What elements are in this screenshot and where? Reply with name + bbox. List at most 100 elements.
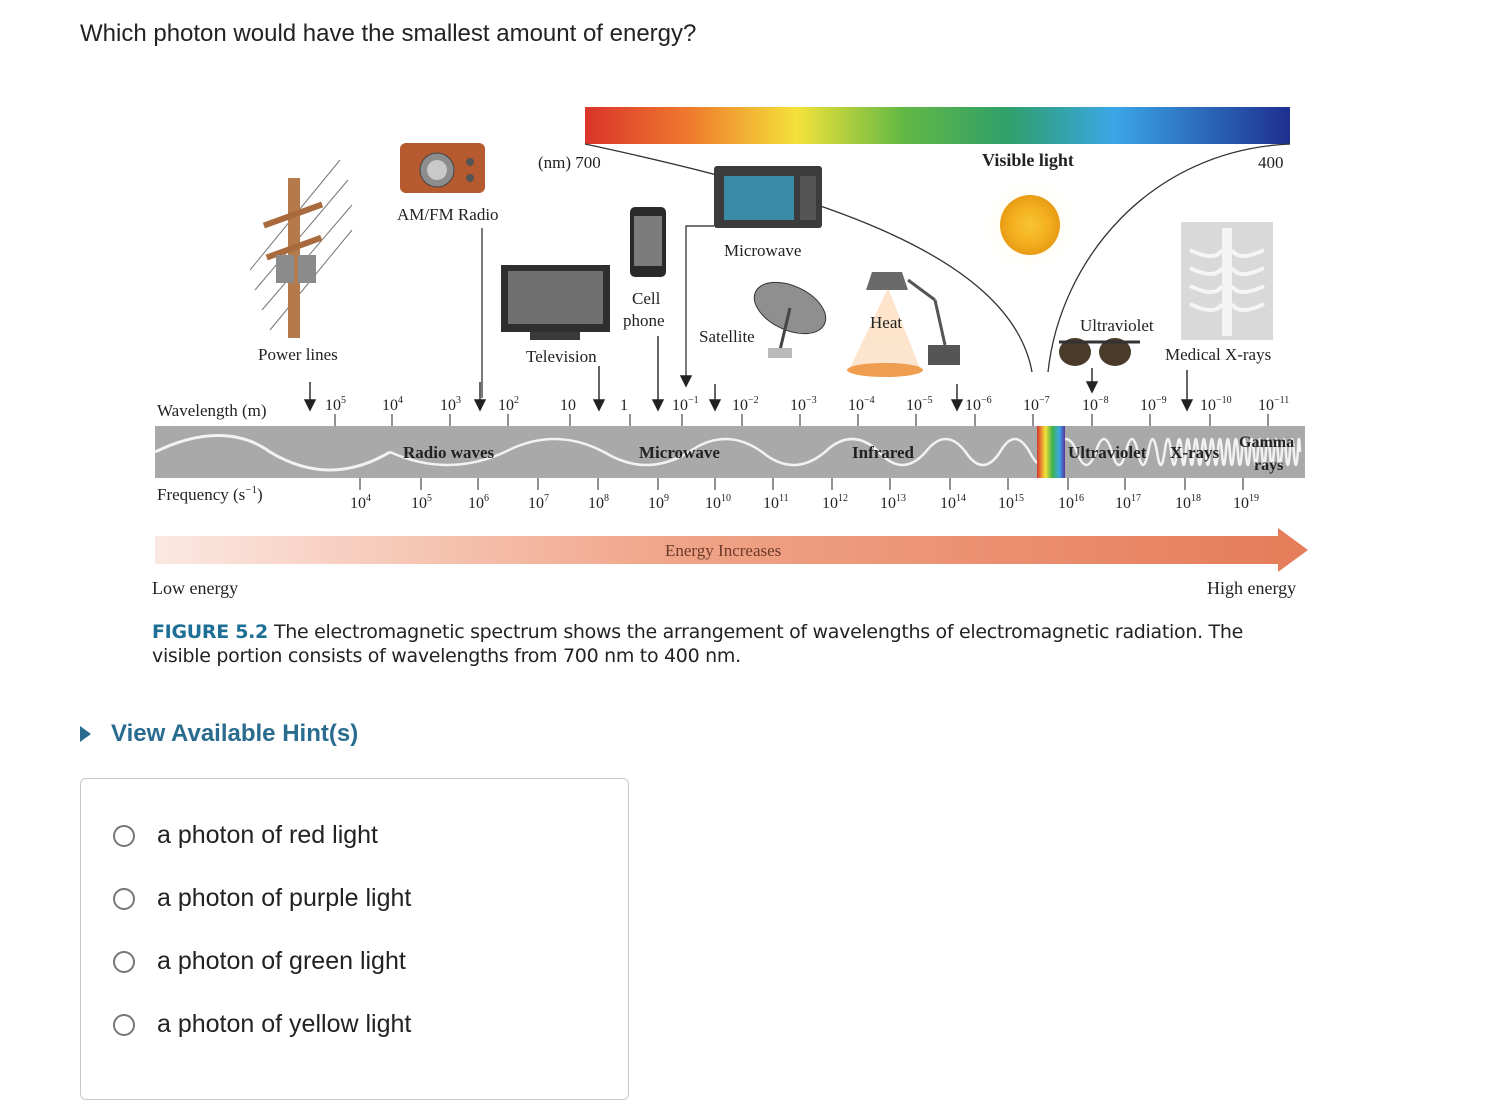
wavelength-tick-exponent: 4 bbox=[398, 395, 403, 406]
sun-icon bbox=[980, 175, 1080, 275]
answer-option-2[interactable]: a photon of purple light bbox=[113, 884, 411, 913]
frequency-tick-base: 10 bbox=[1058, 495, 1074, 512]
frequency-tick-label: 1016 bbox=[1058, 493, 1084, 512]
wavelength-tick-exponent: −10 bbox=[1216, 395, 1232, 406]
radio-button-2[interactable] bbox=[113, 887, 135, 910]
frequency-tick-exponent: 10 bbox=[721, 493, 731, 504]
frequency-tick-label: 107 bbox=[528, 493, 549, 512]
wavelength-tick-exponent: −4 bbox=[864, 395, 875, 406]
visible-light-label: Visible light bbox=[982, 150, 1074, 170]
wavelength-tick-label: 10−6 bbox=[965, 395, 992, 414]
frequency-tick-exponent: 5 bbox=[427, 493, 432, 504]
television-label: Television bbox=[526, 347, 597, 366]
wavelength-tick-exponent: 5 bbox=[341, 395, 346, 406]
wavelength-tick-label: 10 bbox=[560, 397, 576, 414]
frequency-tick-exponent: 14 bbox=[956, 493, 966, 504]
energy-increases-arrow bbox=[155, 528, 1308, 572]
figure-caption-label: FIGURE 5.2 bbox=[152, 621, 268, 643]
radio-button-1[interactable] bbox=[113, 824, 135, 847]
frequency-tick-exponent: 6 bbox=[484, 493, 489, 504]
wavelength-tick-base: 10 bbox=[1140, 397, 1156, 414]
figure-caption-text: The electromagnetic spectrum shows the a… bbox=[152, 621, 1243, 667]
frequency-axis-label-text: Frequency (s bbox=[157, 485, 245, 504]
wavelength-tick-base: 10 bbox=[498, 397, 514, 414]
cell-phone-icon bbox=[630, 207, 666, 277]
wavelength-tick-label: 10−1 bbox=[672, 395, 699, 414]
frequency-tick-exponent: 13 bbox=[896, 493, 906, 504]
wavelength-tick-label: 10−9 bbox=[1140, 395, 1167, 414]
wavelength-tick-label: 10−7 bbox=[1023, 395, 1050, 414]
answer-choices-box: a photon of red light a photon of purple… bbox=[80, 778, 629, 1100]
answer-option-3[interactable]: a photon of green light bbox=[113, 947, 406, 976]
frequency-tick-label: 105 bbox=[411, 493, 432, 512]
wavelength-tick-base: 10 bbox=[1200, 397, 1216, 414]
frequency-tick-base: 10 bbox=[468, 495, 484, 512]
answer-option-1[interactable]: a photon of red light bbox=[113, 821, 378, 850]
view-hints-toggle[interactable]: View Available Hint(s) bbox=[80, 720, 358, 748]
wavelength-tick-label: 10−11 bbox=[1258, 395, 1289, 414]
frequency-tick-exponent: 12 bbox=[838, 493, 848, 504]
gamma-band-label-2: rays bbox=[1254, 457, 1283, 474]
frequency-axis-label-exp: −1 bbox=[245, 484, 257, 496]
power-lines-icon bbox=[249, 159, 353, 338]
frequency-tick-exponent: 16 bbox=[1074, 493, 1084, 504]
medical-xrays-label: Medical X-rays bbox=[1165, 345, 1271, 364]
am-fm-radio-label: AM/FM Radio bbox=[397, 205, 499, 224]
answer-option-1-label: a photon of red light bbox=[157, 821, 378, 849]
frequency-tick-label: 108 bbox=[588, 493, 609, 512]
microwave-oven-label: Microwave bbox=[724, 241, 801, 260]
cell-phone-label-1: Cell bbox=[632, 289, 661, 308]
wavelength-tick-exponent: −9 bbox=[1156, 395, 1167, 406]
wavelength-tick-label: 10−4 bbox=[848, 395, 875, 414]
frequency-tick-base: 10 bbox=[940, 495, 956, 512]
wavelength-tick-base: 10 bbox=[790, 397, 806, 414]
wavelength-tick-exponent: −6 bbox=[981, 395, 992, 406]
frequency-tick-label: 1012 bbox=[822, 493, 848, 512]
wavelength-tick-label: 10−8 bbox=[1082, 395, 1109, 414]
frequency-tick-exponent: 7 bbox=[544, 493, 549, 504]
wavelength-tick-exponent: 2 bbox=[514, 395, 519, 406]
answer-option-4[interactable]: a photon of yellow light bbox=[113, 1010, 411, 1039]
wavelength-tick-label: 10−2 bbox=[732, 395, 759, 414]
microwave-band-label: Microwave bbox=[639, 443, 720, 462]
frequency-tick-label: 1010 bbox=[705, 493, 731, 512]
frequency-axis-label: Frequency (s−1) bbox=[157, 484, 263, 504]
wavelength-tick-label: 10−3 bbox=[790, 395, 817, 414]
nm-700-label: (nm) 700 bbox=[538, 153, 601, 172]
radio-waves-band-label: Radio waves bbox=[403, 443, 495, 462]
frequency-tick-label: 1011 bbox=[763, 493, 789, 512]
wavelength-tick-label: 103 bbox=[440, 395, 461, 414]
frequency-tick-base: 10 bbox=[763, 495, 779, 512]
ultraviolet-band-label: Ultraviolet bbox=[1068, 443, 1147, 462]
wavelength-tick-exponent: 3 bbox=[456, 395, 461, 406]
microwave-oven-icon bbox=[714, 166, 822, 228]
wavelength-tick-label: 102 bbox=[498, 395, 519, 414]
satellite-label: Satellite bbox=[699, 327, 755, 346]
frequency-tick-label: 109 bbox=[648, 493, 669, 512]
visible-spectrum-bar bbox=[585, 107, 1290, 144]
wavelength-tick-base: 10 bbox=[1258, 397, 1274, 414]
wavelength-tick-base: 10 bbox=[965, 397, 981, 414]
wavelength-tick-label: 105 bbox=[325, 395, 346, 414]
frequency-axis-label-close: ) bbox=[257, 485, 263, 504]
wavelength-tick-base: 1 bbox=[620, 397, 628, 414]
answer-option-3-label: a photon of green light bbox=[157, 947, 406, 975]
frequency-tick-base: 10 bbox=[998, 495, 1014, 512]
frequency-tick-label: 106 bbox=[468, 493, 489, 512]
radio-button-4[interactable] bbox=[113, 1013, 135, 1036]
infrared-band-label: Infrared bbox=[852, 443, 915, 462]
frequency-tick-base: 10 bbox=[350, 495, 366, 512]
visible-thin-band bbox=[1037, 426, 1065, 478]
frequency-tick-label: 1018 bbox=[1175, 493, 1201, 512]
frequency-tick-exponent: 19 bbox=[1249, 493, 1259, 504]
frequency-tick-exponent: 11 bbox=[779, 493, 789, 504]
frequency-tick-base: 10 bbox=[705, 495, 721, 512]
wavelength-ticks: 105 104 103 102 10 1 10−1 10−2 10−3 10−4 10−5 10−6 1… bbox=[325, 395, 1289, 426]
wavelength-tick-base: 10 bbox=[1023, 397, 1039, 414]
frequency-tick-label: 1015 bbox=[998, 493, 1024, 512]
wavelength-tick-exponent: −11 bbox=[1274, 395, 1289, 406]
heat-label: Heat bbox=[870, 313, 902, 332]
wavelength-tick-exponent: −2 bbox=[748, 395, 759, 406]
high-energy-label: High energy bbox=[1207, 578, 1296, 598]
radio-button-3[interactable] bbox=[113, 950, 135, 973]
